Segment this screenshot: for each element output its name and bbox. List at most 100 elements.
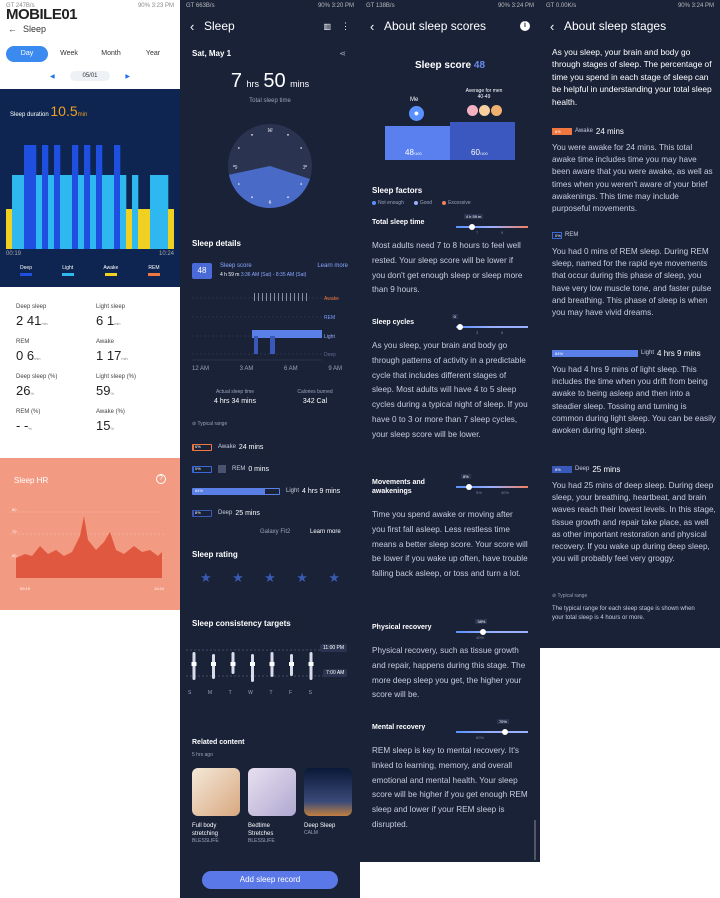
slider-track: [456, 731, 528, 733]
stat-item: Deep sleep (%) 26%: [16, 374, 96, 400]
slider-left-tick: 40%: [476, 635, 485, 640]
header: ‹ About sleep stages: [540, 15, 720, 37]
stat-value-row: 2 41min: [16, 312, 96, 330]
add-sleep-record-button[interactable]: Add sleep record: [202, 871, 338, 889]
chart-icon[interactable]: ▥: [323, 21, 331, 31]
more-icon[interactable]: ⋮: [341, 20, 350, 31]
learn-more-link[interactable]: Learn more: [317, 263, 348, 269]
stage-heading: 8% Deep 25 mins: [552, 464, 716, 474]
clock-label: 6: [269, 200, 272, 206]
score-badge: 48: [192, 263, 212, 279]
actual-label: Actual sleep time: [215, 389, 255, 395]
stage-bar: [168, 209, 174, 249]
stage-bar: [162, 175, 169, 249]
rem-indicator: [218, 465, 226, 473]
stage-pct: 8%: [195, 509, 201, 515]
stage-value: 25 mins: [235, 509, 260, 517]
related-title: Full body stretching: [192, 823, 219, 837]
stage-bar: [54, 145, 61, 249]
score-time-text: 4 h 59 m: [220, 272, 240, 278]
awake-tick: [254, 293, 255, 301]
consistency-chart: [186, 649, 326, 682]
stat-label: Deep sleep: [16, 304, 47, 310]
tab-week[interactable]: Week: [60, 50, 78, 57]
share-icon[interactable]: ⋖: [339, 49, 346, 58]
score-heading: Sleep score 48: [360, 60, 540, 71]
slider-marker: [501, 729, 508, 735]
star-icon[interactable]: ★: [200, 570, 212, 585]
tab-month[interactable]: Month: [101, 50, 121, 57]
stat-unit: %: [110, 391, 115, 396]
stage-bar: 0%: [552, 231, 562, 239]
star-icon[interactable]: ★: [232, 570, 244, 585]
related-card[interactable]: Full body stretching BLESSLIFE: [192, 768, 240, 844]
time-axis: 12 AM 3 AM 6 AM 9 AM: [192, 366, 342, 372]
stage-bar-fill: [193, 444, 195, 450]
star-icon[interactable]: ★: [264, 570, 276, 585]
star-icon[interactable]: ★: [328, 570, 340, 585]
back-arrow-icon[interactable]: ←: [8, 24, 17, 34]
info-icon[interactable]: i: [520, 21, 530, 31]
back-icon[interactable]: ‹: [370, 18, 375, 34]
duration-label: Sleep duration 10.5min: [10, 103, 87, 119]
slider-track: [456, 631, 528, 633]
cal-label: Calories burned: [297, 389, 333, 395]
slider-left-tick: 7: [476, 230, 479, 235]
stage-block: 6% Awake 24 mins You were awake for 24 mins…: [552, 126, 716, 215]
tab-year[interactable]: Year: [145, 50, 161, 57]
actual-sleep: Actual sleep time 4 hrs 34 mins: [200, 389, 270, 405]
slider-right-tick: 9: [501, 230, 504, 235]
stage-value: 25 mins: [592, 464, 621, 474]
related-source: CALM: [304, 830, 318, 836]
stage-bar: [66, 175, 73, 249]
consistency-marker: [308, 662, 314, 666]
related-card[interactable]: Deep Sleep CALM: [304, 768, 352, 844]
awake-tick: [270, 293, 271, 301]
help-icon[interactable]: ?: [156, 474, 166, 484]
next-day-icon[interactable]: ▶: [125, 73, 130, 80]
stat-value-row: 15%: [96, 417, 166, 435]
stage-name: REM: [232, 466, 246, 472]
slider-marker: [465, 484, 472, 490]
stat-value-row: - -%: [16, 417, 96, 435]
hr-area: [16, 516, 162, 578]
score-range: 3:36 AM (Sat) - 8:35 AM (Sat): [240, 272, 307, 278]
stage-name: REM: [565, 232, 579, 238]
stage-block: 84% Light 4 hrs 9 mins You had 4 hrs 9 mins…: [552, 348, 716, 437]
scrollbar[interactable]: [534, 820, 536, 860]
awake-tick: [290, 293, 291, 301]
stage-axis-label: Light: [324, 334, 335, 340]
learn-more-link-2[interactable]: Learn more: [310, 529, 341, 535]
back-icon[interactable]: ‹: [550, 18, 555, 34]
stat-item: Awake 1 17min: [96, 339, 166, 365]
stage-bar: 84%: [552, 349, 638, 357]
marker-label: 70%: [496, 719, 509, 724]
stage-bar: 6%: [192, 443, 212, 451]
header: ‹ Sleep ▥ ⋮: [180, 15, 360, 37]
stage-bar: [156, 175, 163, 249]
stage-text: You were awake for 24 mins. This total a…: [552, 143, 713, 214]
status-left: GT 138B/s: [366, 3, 395, 9]
factor-slider: 38% 40%: [456, 619, 528, 641]
tab-day[interactable]: Day: [6, 46, 48, 62]
chart-start-time: 00:19: [6, 251, 22, 257]
related-source: BLESSLIFE: [192, 838, 219, 844]
back-icon[interactable]: ‹: [190, 18, 195, 34]
factor-block: Sleep cycles 0 3 6 As you sleep, your brain …: [372, 314, 528, 443]
slider-marker: [480, 629, 487, 635]
star-icon[interactable]: ★: [296, 570, 308, 585]
date-pill[interactable]: 05/01: [70, 71, 110, 81]
related-card[interactable]: Bedtime Stretches BLESSLIFE: [248, 768, 296, 844]
me-label: Me: [410, 97, 419, 103]
prev-day-icon[interactable]: ◀: [50, 73, 55, 80]
stat-unit: %: [30, 391, 35, 396]
stage-name: Light: [286, 488, 300, 494]
clock-label: 3: [303, 165, 306, 171]
factor-slider: 0 3 6: [451, 314, 528, 336]
hr-tick: 80: [12, 507, 17, 512]
legend-item: Not enough: [372, 200, 404, 206]
legend-item: REM: [147, 265, 160, 276]
legend-label: REM: [148, 265, 160, 271]
hr-title: Sleep HR: [14, 476, 49, 485]
